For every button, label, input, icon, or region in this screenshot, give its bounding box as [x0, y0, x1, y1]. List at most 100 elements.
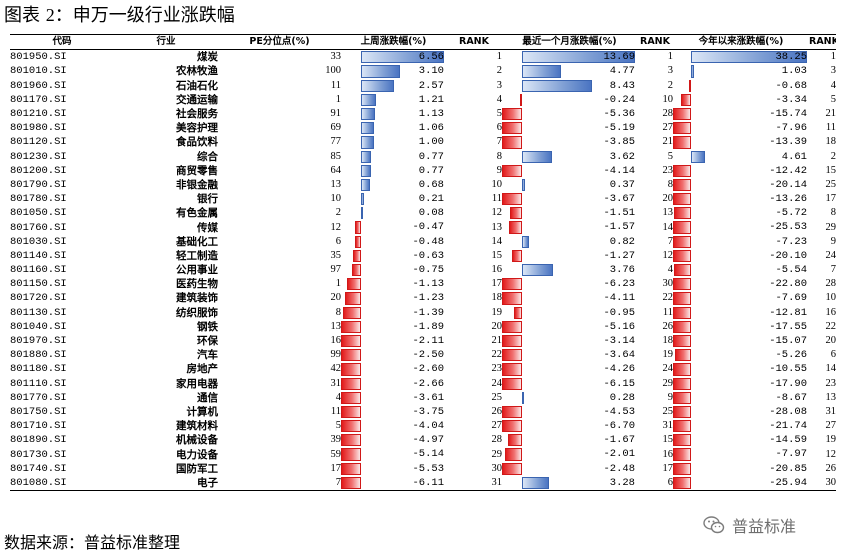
cell-rank-month: 22 — [662, 292, 674, 304]
cell-rank-month: 23 — [662, 164, 674, 176]
cell-value: -5.26 — [775, 349, 807, 362]
cell-month-change: -5.16 — [502, 320, 637, 334]
cell-value: -6.15 — [603, 377, 635, 390]
cell-value: 1.06 — [418, 122, 444, 135]
table-row: 801970.SI 环保 16 -2.11 21 -3.14 18 -15.07 20 — [10, 334, 836, 348]
cell-month-change: 13.69 — [502, 50, 637, 65]
cell-industry: 纺织服饰 — [176, 306, 218, 319]
cell-rank-week: 30 — [491, 462, 503, 474]
negative-bar — [520, 93, 523, 106]
negative-bar — [673, 278, 691, 291]
cell-rank-ytd: 4 — [830, 79, 836, 91]
cell-code: 801110.SI — [10, 377, 67, 390]
negative-bar — [673, 164, 691, 177]
cell-rank-month: 12 — [662, 249, 674, 261]
cell-rank-month: 9 — [667, 391, 673, 403]
cell-value: -3.61 — [412, 391, 444, 404]
cell-value: -1.51 — [603, 207, 635, 220]
positive-bar — [522, 476, 550, 489]
cell-pe: 39 — [330, 434, 342, 446]
cell-rank-ytd: 9 — [830, 235, 836, 247]
cell-value: -3.34 — [775, 93, 807, 106]
cell-code: 801880.SI — [10, 349, 67, 362]
cell-ytd-change: -5.72 — [673, 206, 809, 220]
negative-bar — [502, 122, 522, 135]
cell-industry: 家用电器 — [176, 377, 218, 390]
cell-value: -3.75 — [412, 405, 444, 418]
cell-value: 8.43 — [609, 79, 635, 92]
cell-value: 38.25 — [775, 51, 807, 64]
positive-bar — [691, 51, 807, 64]
cell-rank-ytd: 28 — [825, 278, 837, 290]
cell-rank-ytd: 17 — [825, 193, 837, 205]
cell-week-change: 3.10 — [341, 64, 446, 78]
table-row: 801720.SI 建筑装饰 20 -1.23 18 -4.11 22 -7.69 10 — [10, 291, 836, 305]
cell-code: 801740.SI — [10, 462, 67, 475]
cell-value: 1.00 — [418, 136, 444, 149]
negative-bar — [502, 334, 522, 348]
cell-pe: 7 — [218, 475, 341, 491]
cell-ytd-change: -7.23 — [673, 235, 809, 249]
cell-week-change: -5.14 — [341, 447, 446, 461]
cell-ytd-change: -20.10 — [673, 249, 809, 263]
cell-week-change: 1.13 — [341, 107, 446, 121]
cell-code: 801950.SI — [10, 51, 67, 64]
cell-pe: 59 — [330, 448, 342, 460]
cell-rank-month: 25 — [662, 405, 674, 417]
cell-month-change: -1.27 — [502, 249, 637, 263]
negative-bar — [674, 264, 691, 277]
cell-month-change: -6.23 — [502, 277, 637, 291]
cell-month-change: -6.70 — [502, 419, 637, 433]
negative-bar — [505, 448, 522, 461]
cell-value: 1.13 — [418, 107, 444, 120]
cell-rank-week: 3 — [496, 79, 502, 91]
cell-rank-month: 19 — [662, 349, 674, 361]
negative-bar — [673, 292, 691, 305]
cell-ytd-change: -12.81 — [673, 306, 809, 320]
industry-table: 代码 行业 PE分位点(%) 上周涨跌幅(%) RANK 最近一个月涨跌幅(%)… — [10, 33, 837, 491]
cell-code: 801980.SI — [10, 122, 67, 135]
cell-rank-ytd: 29 — [825, 221, 837, 233]
positive-bar — [361, 178, 370, 192]
cell-value: -6.23 — [603, 278, 635, 291]
positive-bar — [522, 51, 635, 64]
cell-rank-ytd: 27 — [825, 420, 837, 432]
cell-rank-ytd: 26 — [825, 462, 837, 474]
cell-rank-week: 20 — [491, 320, 503, 332]
cell-value: -4.53 — [603, 405, 635, 418]
negative-bar — [341, 420, 361, 433]
negative-bar — [673, 107, 691, 121]
cell-value: -0.48 — [412, 235, 444, 248]
cell-value: -2.11 — [412, 334, 444, 347]
cell-value: -22.80 — [769, 278, 807, 291]
cell-ytd-change: -22.80 — [673, 277, 809, 291]
negative-bar — [502, 278, 522, 291]
cell-value: -12.81 — [769, 306, 807, 319]
negative-bar — [673, 462, 691, 475]
positive-bar — [522, 178, 526, 192]
negative-bar — [343, 306, 361, 319]
table-row: 801750.SI 计算机 11 -3.75 26 -4.53 25 -28.08 31 — [10, 405, 836, 419]
cell-pe: 2 — [335, 207, 341, 219]
cell-rank-week: 13 — [491, 221, 503, 233]
negative-bar — [502, 349, 522, 362]
cell-industry: 电力设备 — [176, 448, 218, 461]
table-row: 801010.SI 农林牧渔 100 3.10 2 4.77 3 1.03 3 — [10, 64, 836, 78]
cell-value: -5.54 — [775, 264, 807, 276]
cell-code: 801770.SI — [10, 391, 67, 404]
positive-bar — [361, 51, 444, 64]
cell-value: -0.24 — [603, 93, 635, 106]
cell-week-change: -4.97 — [341, 433, 446, 447]
cell-ytd-change: -20.85 — [673, 462, 809, 476]
cell-rank-ytd: 1 — [830, 51, 836, 63]
cell-rank-ytd: 23 — [825, 377, 837, 389]
negative-bar — [673, 207, 691, 220]
negative-bar — [341, 405, 361, 419]
table-row: 801760.SI 传媒 12 -0.47 13 -1.57 14 -25.53 29 — [10, 220, 836, 234]
cell-value: 3.10 — [418, 65, 444, 78]
negative-bar — [341, 434, 361, 447]
cell-value: -7.97 — [775, 448, 807, 461]
cell-code: 801230.SI — [10, 150, 67, 163]
cell-rank-month: 13 — [662, 207, 674, 219]
cell-value: 13.69 — [603, 51, 635, 64]
